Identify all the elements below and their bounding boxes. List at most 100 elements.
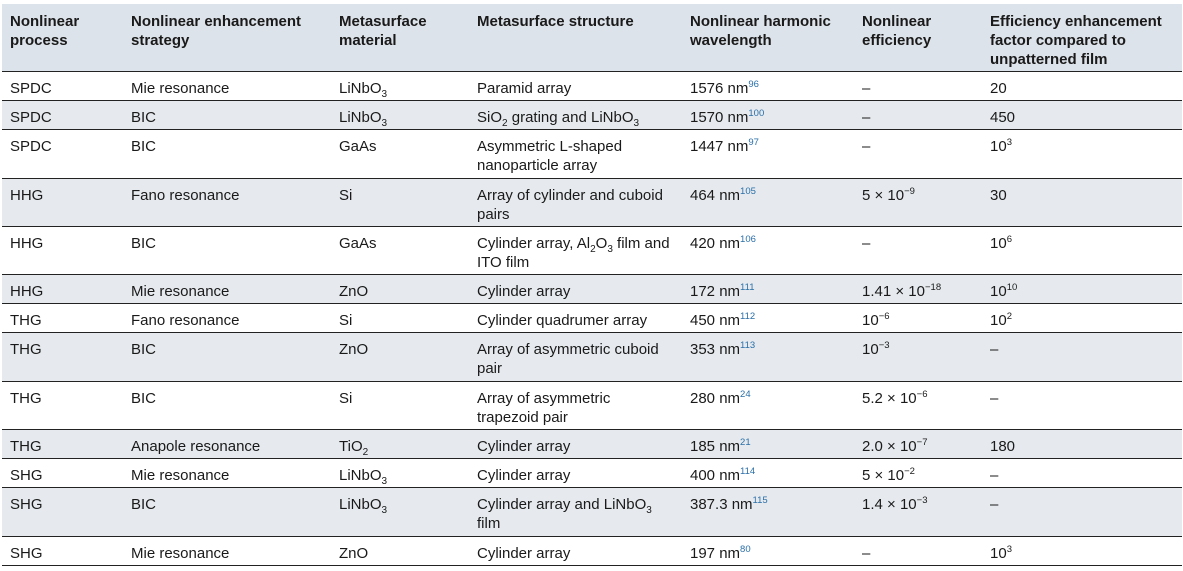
subscript: 2	[590, 243, 596, 255]
text-run: Cylinder quadrumer array	[477, 311, 648, 329]
text-run: Array of asymmetric trapezoid pair	[477, 389, 611, 426]
text-run: Array of asymmetric cuboid pair	[477, 340, 659, 377]
subscript: 3	[381, 88, 388, 100]
cell-material: ZnO	[331, 332, 469, 381]
text-run: ZnO	[339, 544, 369, 562]
cell-material: LiNbO3	[331, 458, 469, 487]
reference-link[interactable]: 97	[748, 136, 759, 148]
table-body: SPDC Mie resonance LiNbO3 Paramid array 1576…	[2, 71, 1182, 565]
reference-link[interactable]: 80	[740, 543, 751, 555]
cell-material: TiO2	[331, 429, 469, 458]
cell-efficiency: 5.2 × 10−6	[854, 381, 982, 429]
reference-link[interactable]: 24	[740, 388, 751, 400]
cell-enhancement-factor: 1010	[982, 274, 1182, 303]
table-row: SPDC Mie resonance LiNbO3 Paramid array 1576…	[2, 71, 1182, 100]
text-run: Array of cylinder and cuboid pairs	[477, 186, 663, 223]
wavelength-value: 400 nm	[690, 466, 741, 484]
text-run: Paramid array	[477, 79, 572, 97]
reference-link[interactable]: 100	[748, 107, 765, 119]
cell-efficiency: 10−3	[854, 332, 982, 381]
text-run: LiNbO	[339, 108, 382, 126]
header-row: Nonlinear process Nonlinear enhancement …	[2, 4, 1182, 71]
cell-wavelength: 1576 nm96	[682, 71, 854, 100]
text-run: LiNbO	[339, 79, 382, 97]
cell-structure: Cylinder array	[469, 274, 682, 303]
subscript: 3	[607, 243, 613, 255]
text-run: grating and LiNbO	[507, 108, 634, 126]
text-run: Si	[339, 389, 353, 407]
cell-strategy: Fano resonance	[131, 311, 240, 329]
table-row: THG BIC ZnO Array of asymmetric cuboid pair…	[2, 332, 1182, 381]
cell-wavelength: 1570 nm100	[682, 100, 854, 129]
reference-link[interactable]: 21	[740, 436, 751, 448]
text-run: 450	[990, 108, 1016, 126]
superscript: 6	[1006, 233, 1012, 245]
text-run: Asymmetric L-shaped nanoparticle array	[477, 137, 623, 174]
cell-wavelength: 387.3 nm115	[682, 487, 854, 536]
table-row: HHG BIC GaAs Cylinder array, Al2O3 film and…	[2, 226, 1182, 274]
cell-process: SPDC	[10, 108, 52, 126]
table-row: SHG BIC LiNbO3 Cylinder array and LiNbO3 fi…	[2, 487, 1182, 536]
reference-link[interactable]: 112	[740, 310, 756, 322]
cell-wavelength: 1447 nm97	[682, 129, 854, 178]
wavelength-value: 185 nm	[690, 437, 741, 455]
subscript: 3	[646, 504, 652, 516]
cell-enhancement-factor: 106	[982, 226, 1182, 274]
cell-material: Si	[331, 303, 469, 332]
cell-enhancement-factor: –	[982, 332, 1182, 381]
cell-strategy: Mie resonance	[131, 466, 230, 484]
cell-efficiency: 5 × 10−9	[854, 178, 982, 226]
cell-efficiency: 1.41 × 10−18	[854, 274, 982, 303]
cell-wavelength: 185 nm21	[682, 429, 854, 458]
subscript: 3	[633, 117, 640, 129]
text-run: 20	[990, 79, 1007, 97]
cell-efficiency: 10−6	[854, 303, 982, 332]
cell-strategy: BIC	[131, 340, 157, 358]
reference-link[interactable]: 115	[752, 494, 768, 506]
table-row: SHG Mie resonance LiNbO3 Cylinder array 400 …	[2, 458, 1182, 487]
cell-process: SPDC	[10, 137, 52, 155]
cell-enhancement-factor: 450	[982, 100, 1182, 129]
text-run: Si	[339, 186, 353, 204]
cell-efficiency: –	[854, 226, 982, 274]
cell-strategy: BIC	[131, 234, 157, 252]
reference-link[interactable]: 113	[740, 339, 756, 351]
cell-enhancement-factor: 103	[982, 129, 1182, 178]
subscript: 2	[362, 446, 369, 458]
cell-wavelength: 400 nm114	[682, 458, 854, 487]
superscript: −3	[916, 494, 928, 506]
cell-strategy: Mie resonance	[131, 282, 230, 300]
reference-link[interactable]: 96	[748, 78, 759, 90]
cell-wavelength: 464 nm105	[682, 178, 854, 226]
cell-material: GaAs	[331, 129, 469, 178]
superscript: −7	[916, 436, 928, 448]
text-run: 2.0 × 10	[862, 437, 917, 455]
wavelength-value: 450 nm	[690, 311, 741, 329]
cell-process: THG	[10, 340, 42, 358]
header-structure: Metasurface structure	[477, 13, 634, 30]
cell-process: SHG	[10, 544, 43, 562]
cell-efficiency: –	[854, 71, 982, 100]
cell-structure: Cylinder array, Al2O3 film and ITO film	[469, 226, 682, 274]
reference-link[interactable]: 106	[740, 233, 756, 245]
superscript: 3	[1006, 543, 1012, 555]
reference-link[interactable]: 114	[740, 465, 756, 477]
text-run: 10	[862, 311, 879, 329]
header-material: Metasurface material	[339, 13, 427, 49]
cell-material: ZnO	[331, 274, 469, 303]
text-run: O	[595, 234, 608, 252]
cell-structure: Paramid array	[469, 71, 682, 100]
reference-link[interactable]: 111	[740, 281, 755, 293]
text-run: –	[990, 389, 999, 407]
reference-link[interactable]: 105	[740, 185, 756, 197]
text-run: 10	[990, 282, 1007, 300]
cell-enhancement-factor: 180	[982, 429, 1182, 458]
text-run: –	[862, 137, 871, 155]
cell-process: SHG	[10, 466, 43, 484]
text-run: Cylinder array	[477, 437, 571, 455]
header-process: Nonlinear process	[10, 13, 80, 49]
cell-enhancement-factor: 30	[982, 178, 1182, 226]
cell-process: HHG	[10, 282, 44, 300]
wavelength-value: 1447 nm	[690, 137, 749, 155]
text-run: Cylinder array	[477, 282, 571, 300]
